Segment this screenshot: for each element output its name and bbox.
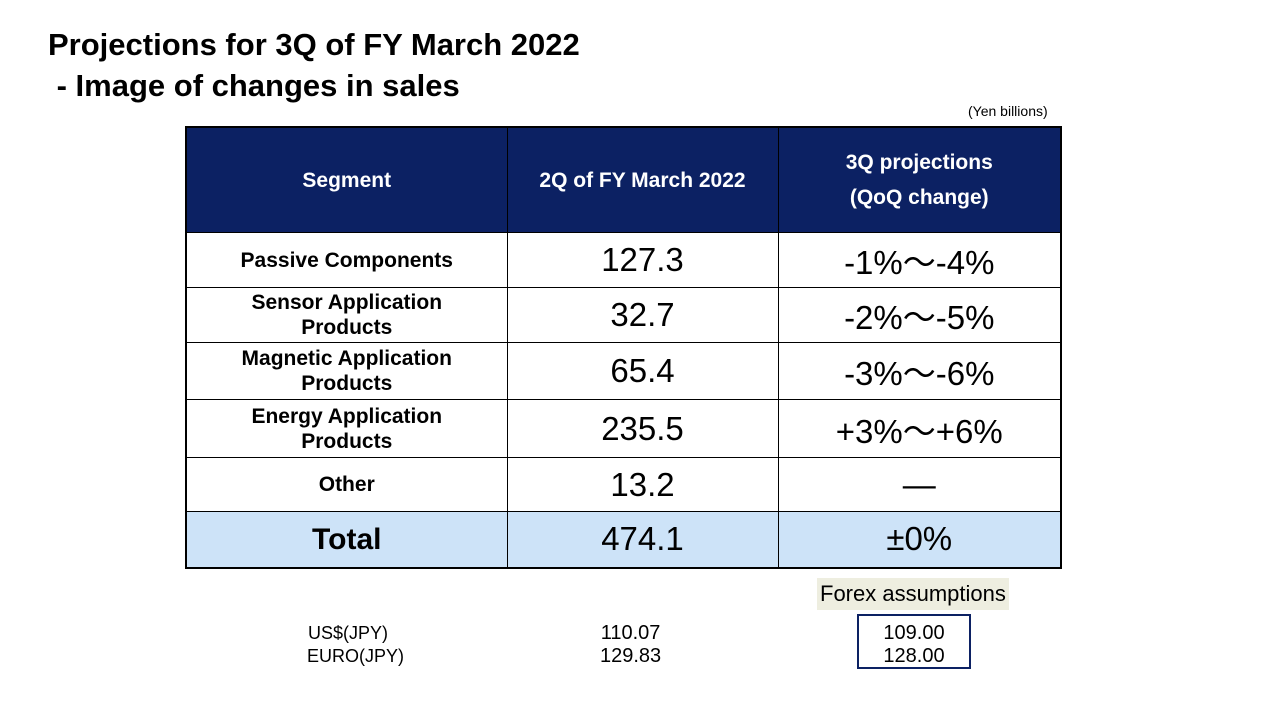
- title-line-1: Projections for 3Q of FY March 2022: [48, 27, 580, 62]
- euro-2q-rate: 129.83: [600, 645, 662, 667]
- segment-name-line-1: Other: [318, 473, 375, 496]
- segment-name: Sensor Application Products: [185, 287, 508, 343]
- q2-value: 32.7: [506, 287, 779, 343]
- segment-name: Passive Components: [185, 232, 508, 288]
- table-row: Passive Components 127.3 -1%～-4%: [185, 232, 1062, 288]
- page-title: Projections for 3Q of FY March 2022 - Im…: [48, 24, 580, 106]
- usd-2q-rate: 110.07: [600, 622, 661, 644]
- currency-usd: US$(JPY): [308, 623, 389, 643]
- total-q2-value: 474.1: [506, 511, 779, 568]
- segment-name-line-2: Products: [301, 372, 393, 395]
- header-segment: Segment: [185, 126, 508, 233]
- total-label: Total: [185, 511, 508, 568]
- table-row: Magnetic Application Products 65.4 -3%～-…: [185, 342, 1062, 400]
- segment-name-line-1: Passive Components: [240, 248, 453, 272]
- forex-currency-list: US$(JPY) EURO(JPY): [307, 622, 404, 668]
- usd-assumption-rate: 109.00: [883, 622, 945, 644]
- q3-projection: -3%～-6%: [777, 342, 1062, 400]
- segment-name-line-2: Products: [301, 316, 393, 339]
- forex-assumption-box: 109.00 128.00: [857, 614, 971, 669]
- forex-assumptions-label: Forex assumptions: [817, 578, 1009, 610]
- q3-projection: +3%～+6%: [777, 399, 1062, 458]
- segment-name: Other: [185, 457, 508, 512]
- q2-value: 127.3: [506, 232, 779, 288]
- table-row: Sensor Application Products 32.7 -2%～-5%: [185, 287, 1062, 343]
- total-row: Total 474.1 ±0%: [185, 511, 1062, 568]
- segment-name-line-1: Energy Application: [251, 404, 443, 428]
- title-line-2: - Image of changes in sales: [48, 68, 460, 103]
- segment-name-line-1: Magnetic Application: [241, 347, 452, 370]
- q2-value: 65.4: [506, 342, 779, 400]
- segment-name-line-1: Sensor Application: [251, 291, 443, 314]
- table-row: Other 13.2 —: [185, 457, 1062, 512]
- q3-projection: -1%～-4%: [777, 232, 1062, 288]
- table-row: Energy Application Products 235.5 +3%～+6…: [185, 399, 1062, 458]
- segment-name-line-2: Products: [301, 429, 393, 453]
- sales-table: Segment 2Q of FY March 2022 3Q projectio…: [185, 126, 1062, 569]
- q2-value: 13.2: [506, 457, 779, 512]
- header-2q: 2Q of FY March 2022: [506, 126, 779, 233]
- forex-2q-values: 110.07 129.83: [600, 622, 661, 668]
- header-3q-line-2: (QoQ change): [849, 186, 989, 209]
- q3-projection: —: [777, 457, 1062, 512]
- header-3q-line-1: 3Q projections: [845, 151, 993, 174]
- q2-value: 235.5: [506, 399, 779, 458]
- euro-assumption-rate: 128.00: [883, 645, 945, 667]
- unit-note: (Yen billions): [968, 103, 1048, 119]
- segment-name: Energy Application Products: [185, 399, 508, 458]
- header-3q: 3Q projections (QoQ change): [777, 126, 1062, 233]
- segment-name: Magnetic Application Products: [185, 342, 508, 400]
- table-header-row: Segment 2Q of FY March 2022 3Q projectio…: [185, 126, 1062, 233]
- currency-euro: EURO(JPY): [307, 646, 405, 666]
- total-q3-projection: ±0%: [777, 511, 1062, 568]
- q3-projection: -2%～-5%: [777, 287, 1062, 343]
